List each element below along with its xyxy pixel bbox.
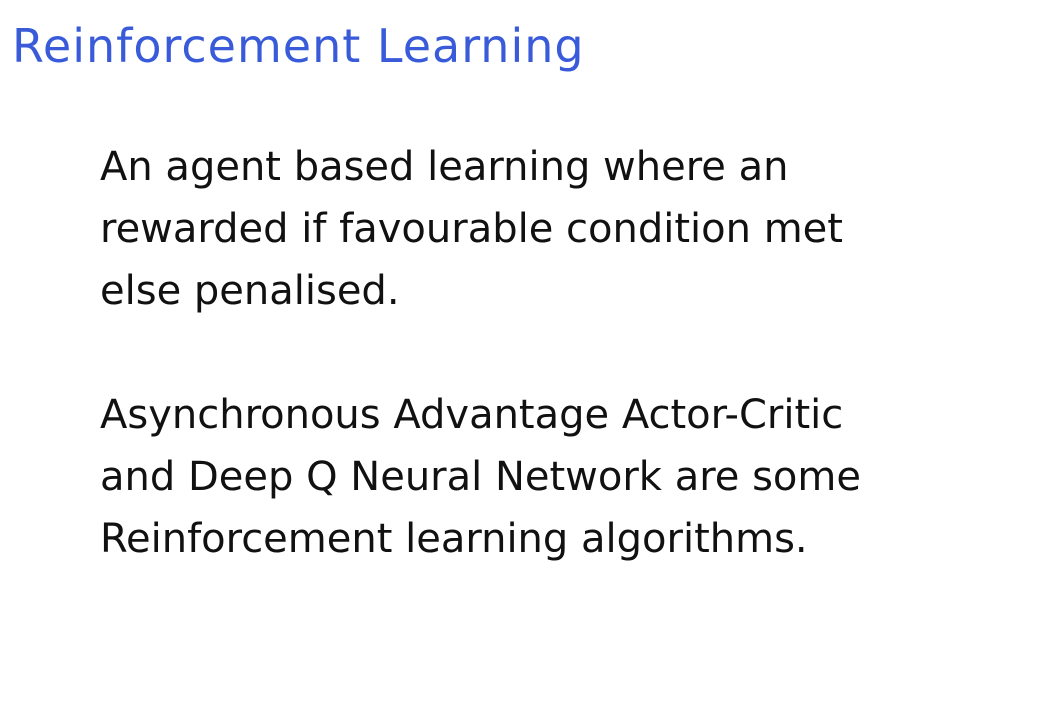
paragraph-line: else penalised. [100,268,400,314]
paragraph-line: Asynchronous Advantage Actor-Critic [100,392,844,438]
examples-paragraph: Asynchronous Advantage Actor-Critic and … [100,384,861,570]
paragraph-line: and Deep Q Neural Network are some [100,454,861,500]
paragraph-line: rewarded if favourable condition met [100,206,843,252]
paragraph-line: An agent based learning where an [100,144,789,190]
definition-paragraph: An agent based learning where an rewarde… [100,136,843,322]
paragraph-line: Reinforcement learning algorithms. [100,516,808,562]
note-title: Reinforcement Learning [12,19,585,73]
